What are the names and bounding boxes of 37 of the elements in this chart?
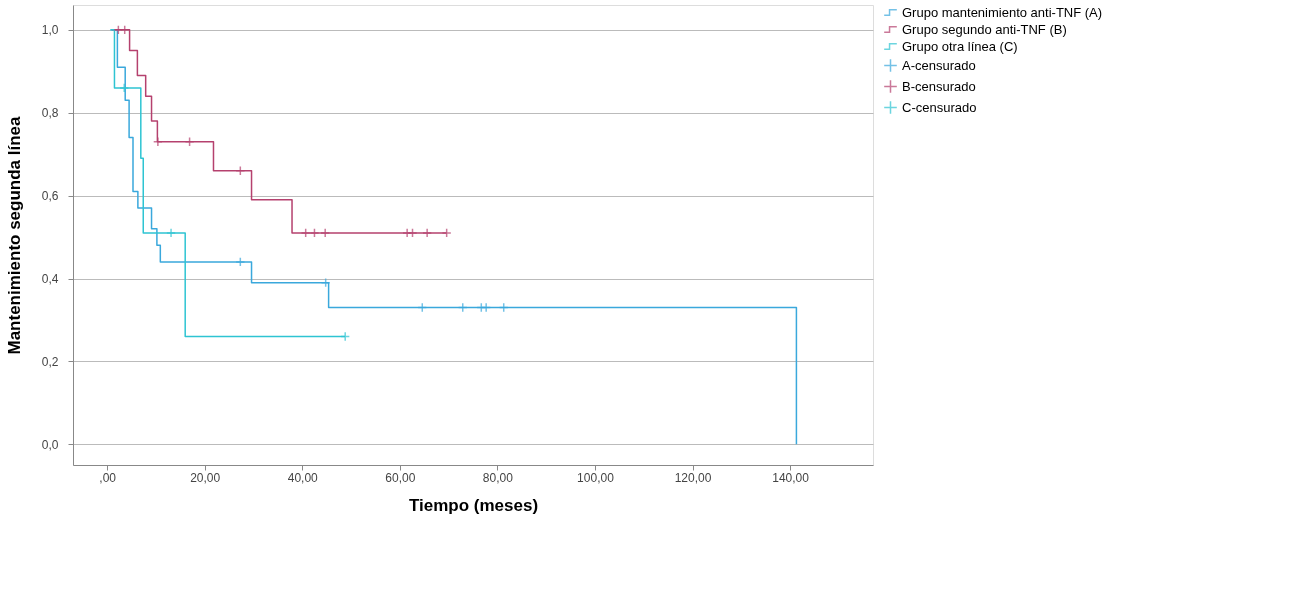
legend-label: Grupo mantenimiento anti-TNF (A) bbox=[902, 4, 1103, 20]
legend-label: Grupo segundo anti-TNF (B) bbox=[902, 21, 1067, 37]
legend-label: C-censurado bbox=[902, 99, 977, 115]
legend-label: Grupo otra línea (C) bbox=[902, 38, 1018, 54]
point bbox=[481, 302, 492, 313]
legend-label: B-censurado bbox=[902, 78, 976, 94]
y-tick-label: 0,0 bbox=[41, 437, 59, 452]
x-tick-label: 120,00 bbox=[674, 470, 712, 485]
y-axis-title: Mantenimiento segunda línea bbox=[4, 115, 24, 355]
x-tick-label: 20,00 bbox=[190, 470, 221, 485]
y-tick-label: 1,0 bbox=[41, 23, 59, 38]
x-tick-label: 40,00 bbox=[287, 470, 319, 485]
y-tick-label: 0,2 bbox=[41, 354, 59, 369]
point bbox=[340, 331, 351, 342]
x-tick-label: 100,00 bbox=[577, 470, 615, 485]
point bbox=[320, 227, 331, 238]
point bbox=[166, 227, 176, 238]
x-axis-title: Tiempo (meses) bbox=[408, 495, 539, 515]
point bbox=[300, 227, 311, 238]
point bbox=[457, 302, 468, 313]
point bbox=[235, 257, 246, 267]
point bbox=[235, 165, 246, 176]
y-tick-label: 0,6 bbox=[41, 189, 59, 204]
y-tick-label: 0,4 bbox=[41, 272, 59, 287]
point bbox=[309, 227, 320, 238]
y-tick-label: 0,8 bbox=[41, 106, 59, 121]
point bbox=[152, 136, 163, 147]
x-tick-label: 80,00 bbox=[482, 470, 514, 485]
x-tick-label: 140,00 bbox=[772, 470, 810, 485]
point bbox=[422, 227, 433, 238]
point bbox=[441, 227, 452, 238]
x-tick-label: 60,00 bbox=[385, 470, 416, 485]
legend-label: A-censurado bbox=[902, 57, 976, 73]
point bbox=[184, 136, 195, 147]
point bbox=[119, 82, 130, 93]
point bbox=[407, 227, 418, 238]
x-tick-label: ,00 bbox=[99, 470, 117, 485]
